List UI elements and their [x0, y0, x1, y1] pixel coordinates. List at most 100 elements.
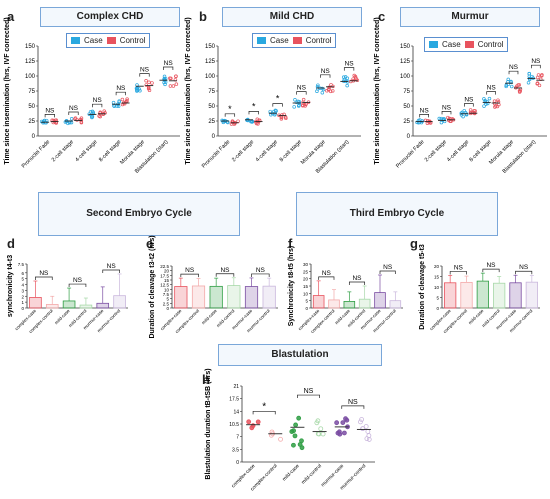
- sig-bracket: [35, 276, 53, 281]
- data-point: [144, 83, 148, 87]
- panel-letter-b: b: [199, 9, 207, 24]
- sig-label: NS: [321, 68, 331, 75]
- data-point: [144, 79, 148, 83]
- sig-bracket: [515, 270, 533, 275]
- data-point: [437, 116, 441, 121]
- sig-bracket: [68, 111, 79, 115]
- y-tick-label: 0: [436, 306, 439, 311]
- y-axis-label: Duration of cleavage t5-t3: [419, 244, 426, 330]
- y-tick-label: 20: [434, 264, 440, 269]
- data-point: [328, 89, 333, 94]
- data-point: [301, 97, 306, 102]
- x-tick-label: 4-cell stage: [446, 139, 470, 163]
- y-axis-label: Synchronicity t8-t5 (hrs): [288, 246, 295, 327]
- data-point: [79, 116, 84, 120]
- sig-label: NS: [509, 64, 519, 71]
- legend-c: Case Control: [424, 37, 509, 52]
- data-point: [345, 76, 350, 80]
- y-axis-label: synchronicity t4-t3: [7, 255, 14, 317]
- data-point: [122, 102, 127, 106]
- title-third-cycle: Third Embryo Cycle: [296, 192, 498, 236]
- sig-label: NS: [164, 60, 174, 67]
- y-tick-label: 5: [436, 296, 439, 301]
- y-tick-label: 15: [164, 278, 170, 283]
- y-tick-label: 10: [303, 291, 309, 296]
- sig-label: NS: [420, 107, 430, 114]
- data-point: [320, 431, 326, 437]
- y-tick-label: 2: [21, 294, 24, 299]
- data-point: [330, 89, 335, 93]
- data-point: [343, 416, 348, 422]
- sig-label: NS: [348, 399, 358, 406]
- data-point: [360, 426, 366, 432]
- data-point: [527, 72, 532, 76]
- data-point: [337, 431, 343, 437]
- data-point: [517, 88, 522, 93]
- data-point: [318, 426, 324, 432]
- data-point: [341, 75, 346, 79]
- y-tick-label: 25: [28, 119, 35, 125]
- sig-label: NS: [69, 105, 79, 112]
- y-tick-label: 150: [205, 44, 216, 50]
- data-point: [255, 419, 261, 425]
- data-point: [517, 90, 522, 94]
- legend-b: Case Control: [252, 33, 337, 48]
- y-tick-label: 0: [166, 306, 169, 311]
- legend-a: Case Control: [66, 33, 151, 48]
- bar: [509, 282, 522, 309]
- data-point: [246, 419, 252, 425]
- y-tick-label: 7.5: [163, 292, 170, 297]
- sig-label: NS: [383, 264, 393, 271]
- chart-mild-chd: 0 25 50 75 100 125 150 Time since insemination …: [185, 17, 361, 175]
- x-tick-label: 4-cell stage: [255, 139, 279, 163]
- data-point: [504, 84, 508, 89]
- sig-bracket: [215, 273, 235, 277]
- sig-bracket: [297, 394, 320, 399]
- sig-label: NS: [442, 104, 452, 111]
- data-point: [358, 419, 363, 425]
- data-point: [174, 74, 178, 78]
- y-tick-label: 125: [400, 59, 411, 65]
- panel-letter-c: c: [378, 9, 386, 24]
- data-point: [138, 88, 142, 93]
- data-point: [334, 420, 340, 426]
- y-tick-label: 75: [403, 89, 410, 95]
- y-tick-label: 3: [21, 288, 24, 293]
- sig-bracket: [531, 64, 541, 69]
- y-tick-label: 25: [208, 119, 215, 125]
- data-point: [468, 108, 473, 112]
- y-axis-label: Blastulation duration tB-tSB (hrs): [205, 368, 212, 479]
- data-point: [340, 420, 346, 426]
- sig-bracket: [115, 91, 126, 96]
- data-point: [302, 102, 307, 107]
- sig-label: NS: [107, 263, 117, 270]
- sig-label: NS: [464, 97, 474, 104]
- y-tick-label: 15: [303, 284, 309, 289]
- sig-bracket: [139, 73, 150, 77]
- data-point: [487, 96, 492, 101]
- y-tick-label: 20: [303, 277, 309, 282]
- data-point: [231, 120, 235, 124]
- y-tick-label: 14: [233, 409, 239, 415]
- x-tick-label: 8-cell stage: [279, 139, 303, 163]
- bar: [328, 299, 340, 309]
- y-tick-label: 12.5: [160, 283, 169, 288]
- data-point: [279, 117, 284, 121]
- y-tick-label: 10: [434, 285, 440, 290]
- sig-bracket: [464, 103, 474, 107]
- data-point: [468, 110, 473, 115]
- bar: [312, 295, 325, 309]
- sig-label: NS: [519, 264, 529, 271]
- y-tick-label: 75: [28, 89, 35, 95]
- data-point: [363, 424, 369, 429]
- data-point: [162, 74, 167, 79]
- sig-bracket: [224, 113, 236, 117]
- y-tick-label: 0: [32, 134, 36, 140]
- title-mild-chd: Mild CHD: [222, 7, 362, 27]
- bar: [525, 281, 538, 309]
- y-tick-label: 22.5: [160, 264, 169, 269]
- y-axis-label: Time since insemination (hrs, IVF correc…: [4, 17, 11, 164]
- y-tick-label: 1: [21, 300, 24, 305]
